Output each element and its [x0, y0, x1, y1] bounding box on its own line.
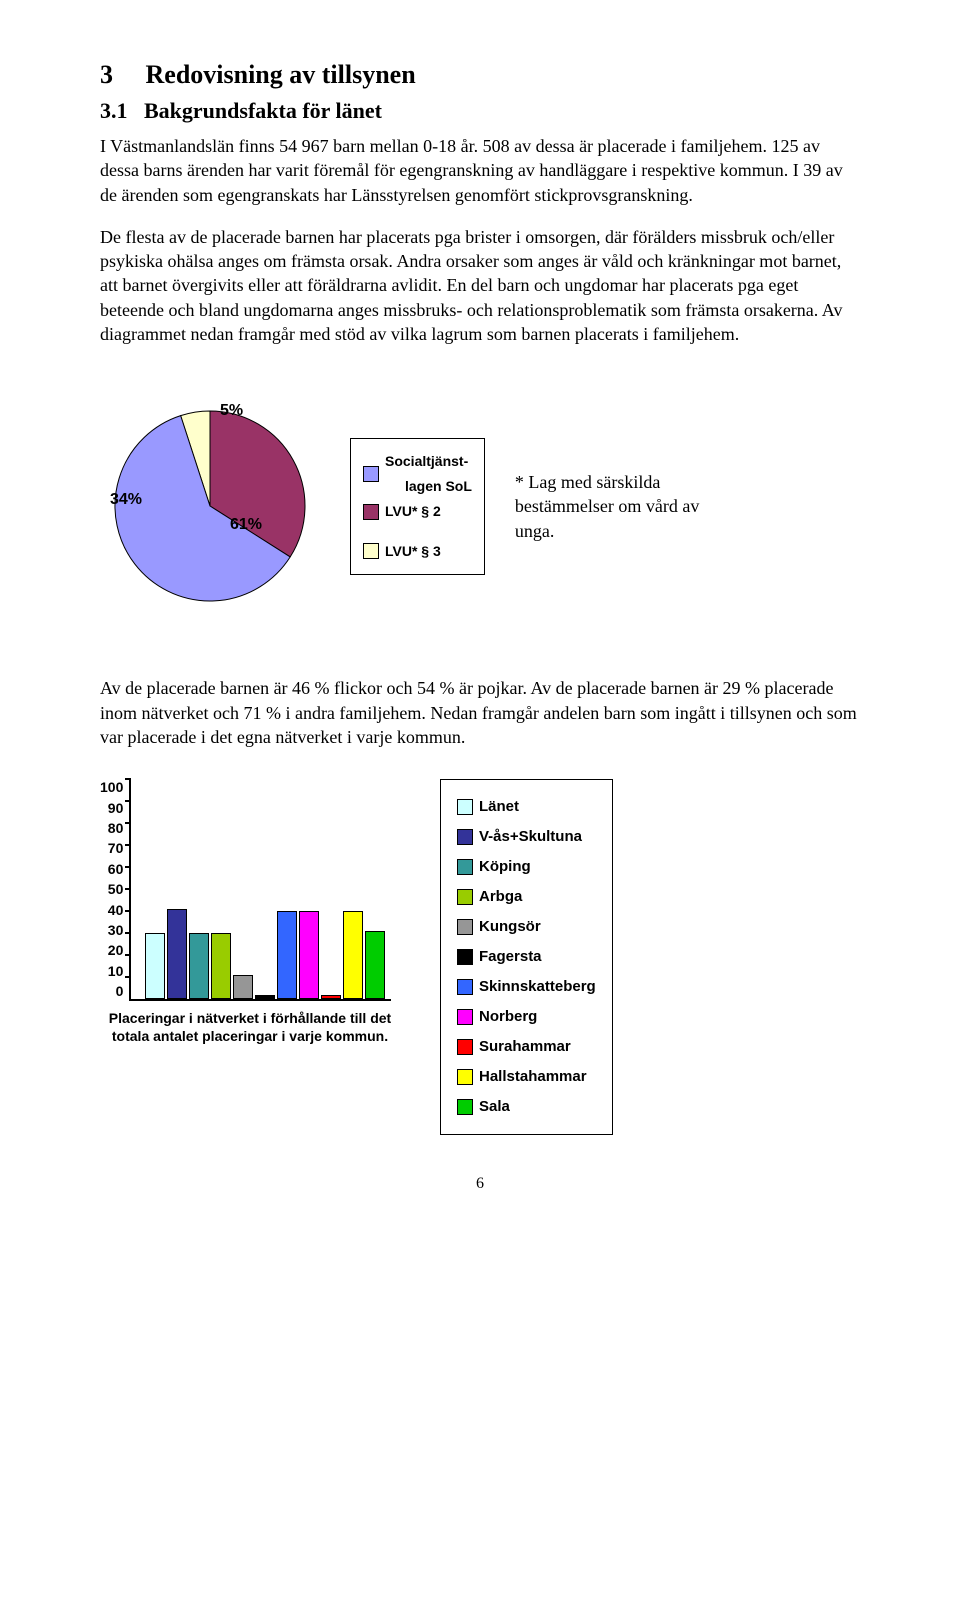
legend-lvu2-text: LVU* § 2: [385, 499, 441, 524]
bar-legend-label: Skinnskatteberg: [479, 972, 596, 1002]
section-title-text: Redovisning av tillsynen: [146, 60, 416, 89]
paragraph-3: Av de placerade barnen är 46 % flickor o…: [100, 676, 860, 749]
swatch-icon: [457, 919, 473, 935]
y-tick: 50: [108, 881, 124, 897]
swatch-icon: [457, 829, 473, 845]
bar-legend-item: Sala: [457, 1092, 596, 1122]
bar-legend-item: Surahammar: [457, 1032, 596, 1062]
bar-legend-item: Fagersta: [457, 942, 596, 972]
pie-footnote: * Lag med särskilda bestämmelser om vård…: [515, 470, 715, 543]
y-tick: 40: [108, 902, 124, 918]
bar-legend-label: Arbga: [479, 882, 522, 912]
bar-legend-label: Sala: [479, 1092, 510, 1122]
section-title: 3 Redovisning av tillsynen: [100, 60, 860, 90]
y-tick: 20: [108, 942, 124, 958]
bar-legend-item: V-ås+Skultuna: [457, 822, 596, 852]
swatch-icon: [457, 1069, 473, 1085]
pie-pct-lvu2: 34%: [110, 491, 142, 509]
subsection-title-text: Bakgrundsfakta för länet: [144, 98, 382, 123]
legend-lvu3: LVU* § 3: [363, 539, 472, 564]
bar: [189, 933, 209, 999]
pie-chart: 5% 34% 61%: [100, 396, 320, 616]
pie-legend: Socialtjänst- lagen SoL LVU* § 2 LVU* § …: [350, 438, 485, 575]
bar-caption: Placeringar i nätverket i förhållande ti…: [100, 1009, 400, 1045]
bar-legend-label: Norberg: [479, 1002, 537, 1032]
bar: [255, 995, 275, 999]
bar-legend-label: Köping: [479, 852, 531, 882]
y-tick: 100: [100, 779, 123, 795]
swatch-icon: [363, 466, 379, 482]
bar: [299, 911, 319, 999]
bar-legend-label: Surahammar: [479, 1032, 571, 1062]
swatch-icon: [457, 1039, 473, 1055]
bar-legend-label: Hallstahammar: [479, 1062, 587, 1092]
bar: [167, 909, 187, 999]
bar: [211, 933, 231, 999]
bar: [233, 975, 253, 999]
bar-legend-item: Köping: [457, 852, 596, 882]
swatch-icon: [457, 1099, 473, 1115]
swatch-icon: [363, 504, 379, 520]
bar: [365, 931, 385, 999]
pie-pct-lvu3: 5%: [220, 402, 243, 420]
bar-legend-item: Skinnskatteberg: [457, 972, 596, 1002]
section-number: 3: [100, 60, 113, 89]
paragraph-1: I Västmanlandslän finns 54 967 barn mell…: [100, 134, 860, 207]
y-tick: 0: [116, 983, 124, 999]
swatch-icon: [457, 949, 473, 965]
bar: [145, 933, 165, 999]
paragraph-2: De flesta av de placerade barnen har pla…: [100, 225, 860, 346]
bar: [277, 911, 297, 999]
bar-legend: LänetV-ås+SkultunaKöpingArbgaKungsörFage…: [440, 779, 613, 1135]
bar-legend-label: Länet: [479, 792, 519, 822]
bar-legend-label: Kungsör: [479, 912, 541, 942]
page-number: 6: [100, 1175, 860, 1193]
bar-chart-row: 1009080706050403020100 Placeringar i nät…: [100, 779, 860, 1135]
plot-area: [129, 779, 391, 1001]
y-tick: 80: [108, 820, 124, 836]
legend-lvu2: LVU* § 2: [363, 499, 472, 524]
bar-legend-label: Fagersta: [479, 942, 542, 972]
bar-chart: 1009080706050403020100 Placeringar i nät…: [100, 779, 400, 1045]
pie-chart-row: 5% 34% 61% Socialtjänst- lagen SoL LVU* …: [100, 396, 860, 616]
swatch-icon: [457, 1009, 473, 1025]
bar-legend-item: Kungsör: [457, 912, 596, 942]
bar-legend-item: Länet: [457, 792, 596, 822]
pie-pct-sol: 61%: [230, 516, 262, 534]
legend-lvu3-text: LVU* § 3: [385, 539, 441, 564]
y-tick: 10: [108, 963, 124, 979]
legend-sol: Socialtjänst- lagen SoL: [363, 449, 472, 499]
swatch-icon: [457, 889, 473, 905]
legend-sol-line2: lagen SoL: [405, 478, 472, 494]
swatch-icon: [457, 979, 473, 995]
y-tick: 30: [108, 922, 124, 938]
bar-legend-item: Norberg: [457, 1002, 596, 1032]
bar-legend-item: Hallstahammar: [457, 1062, 596, 1092]
subsection-number: 3.1: [100, 98, 128, 123]
subsection-title: 3.1 Bakgrundsfakta för länet: [100, 98, 860, 124]
bar-legend-label: V-ås+Skultuna: [479, 822, 582, 852]
bar-legend-item: Arbga: [457, 882, 596, 912]
legend-sol-line1: Socialtjänst-: [385, 453, 468, 469]
bar: [321, 995, 341, 999]
swatch-icon: [457, 859, 473, 875]
y-tick: 90: [108, 800, 124, 816]
y-tick: 60: [108, 861, 124, 877]
swatch-icon: [363, 543, 379, 559]
swatch-icon: [457, 799, 473, 815]
y-tick: 70: [108, 840, 124, 856]
bar: [343, 911, 363, 999]
